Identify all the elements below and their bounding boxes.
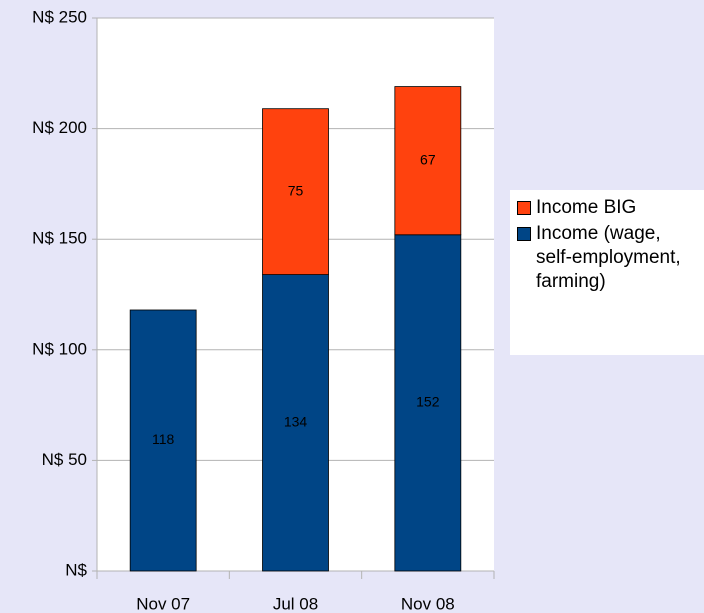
x-tick-label: Jul 08: [273, 594, 318, 613]
bar-segment: [129, 309, 197, 572]
bar-segment: [262, 274, 329, 572]
data-label: 118: [152, 431, 175, 447]
legend-item: Income BIG: [517, 196, 704, 220]
legend-swatch: [517, 227, 531, 241]
y-tick-label: N$ 50: [42, 450, 87, 469]
data-label: 134: [284, 413, 308, 429]
x-tick-label: Nov 07: [136, 594, 190, 613]
data-label: 75: [288, 182, 304, 198]
legend-label: Income BIG: [536, 197, 637, 218]
bar-segment: [394, 86, 462, 236]
legend: Income BIG Income (wage, self-employment,…: [510, 190, 704, 355]
data-label: 67: [420, 151, 436, 167]
data-label: 152: [416, 394, 440, 410]
legend-item: Income (wage, self-employment, farming): [517, 222, 704, 294]
bar-segment: [262, 108, 329, 275]
y-tick-label: N$ 150: [32, 229, 87, 248]
y-tick-label: N$ 250: [32, 7, 87, 26]
bar-segment: [394, 234, 462, 572]
legend-label: Income (wage, self-employment, farming): [536, 223, 681, 292]
x-tick-label: Nov 08: [401, 594, 455, 613]
legend-swatch: [517, 201, 531, 215]
y-tick-label: N$ 100: [32, 339, 87, 358]
y-tick-label: N$: [65, 560, 87, 579]
y-tick-label: N$ 200: [32, 118, 87, 137]
